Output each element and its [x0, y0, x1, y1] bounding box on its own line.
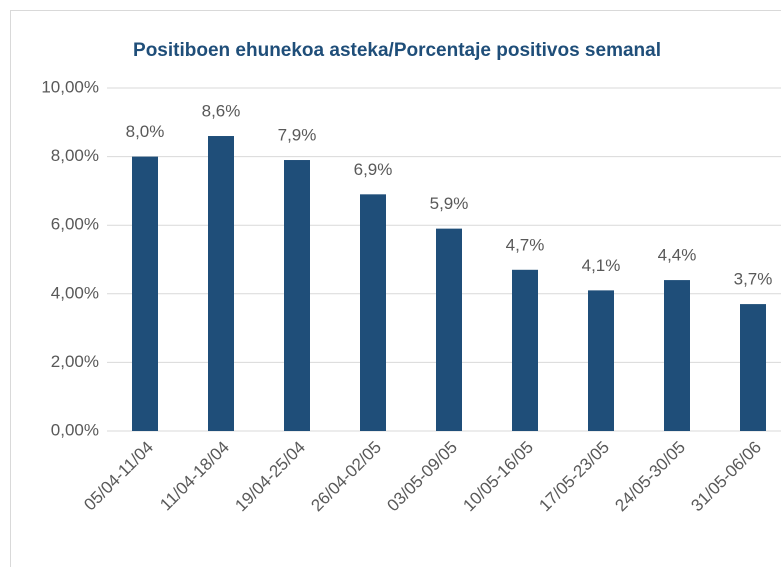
bar [512, 269, 538, 431]
x-tick-label: 19/04-25/04 [231, 438, 309, 516]
y-tick-label: 0,00% [51, 420, 99, 439]
y-tick-label: 8,00% [51, 146, 99, 165]
x-tick-label: 03/05-09/05 [383, 438, 461, 516]
chart-border [10, 10, 781, 567]
x-tick-label: 26/04-02/05 [307, 438, 385, 516]
bar [588, 290, 614, 431]
y-tick-label: 4,00% [51, 283, 99, 302]
x-tick-label: 24/05-30/05 [611, 438, 689, 516]
y-tick-label: 6,00% [51, 215, 99, 234]
value-label: 4,1% [582, 256, 621, 275]
bar [208, 136, 234, 431]
x-tick-label: 31/05-06/06 [687, 438, 765, 516]
value-label: 8,6% [202, 102, 241, 121]
x-tick-label: 05/04-11/04 [80, 438, 157, 515]
value-label: 8,0% [126, 122, 165, 141]
value-label: 6,9% [354, 160, 393, 179]
bar [132, 156, 158, 431]
x-tick-label: 10/05-16/05 [459, 438, 537, 516]
bar [740, 304, 766, 431]
value-label: 4,7% [506, 235, 545, 254]
x-tick-label: 11/04-18/04 [156, 438, 233, 515]
chart-title: Positiboen ehunekoa asteka/Porcentaje po… [133, 40, 661, 61]
bar [664, 280, 690, 431]
bar [360, 194, 386, 431]
value-label: 5,9% [430, 194, 469, 213]
x-tick-label: 17/05-23/05 [535, 438, 613, 516]
value-label: 4,4% [658, 246, 697, 265]
y-tick-label: 2,00% [51, 352, 99, 371]
bar [284, 160, 310, 431]
bar [436, 228, 462, 431]
y-tick-label: 10,00% [41, 77, 99, 96]
value-label: 7,9% [278, 126, 317, 145]
value-label: 3,7% [734, 270, 773, 289]
